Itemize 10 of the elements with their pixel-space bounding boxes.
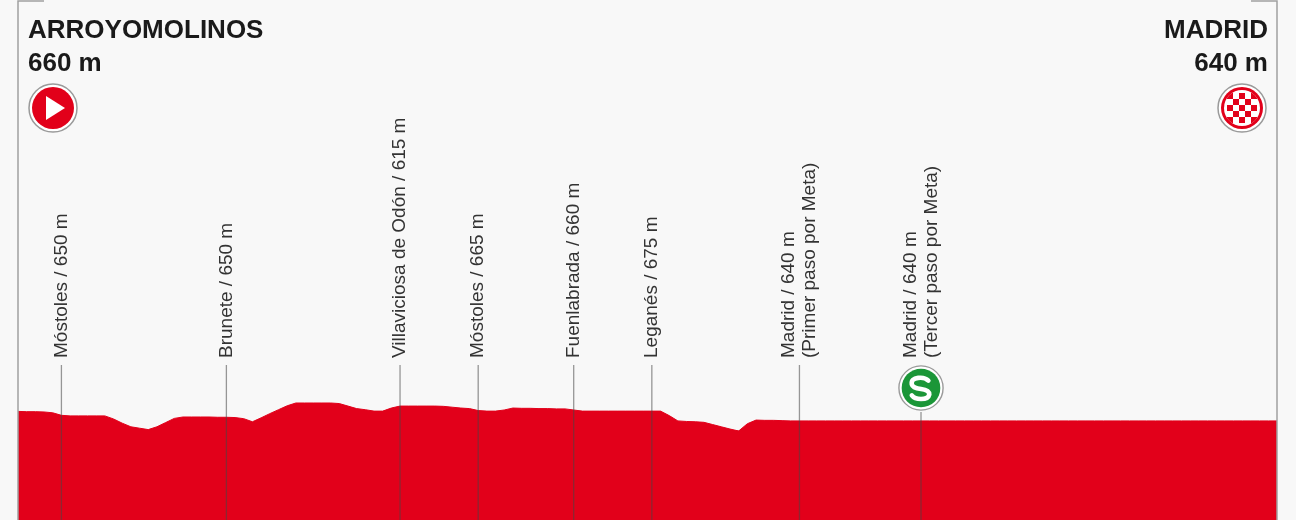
text: MADRID 640 m <box>1164 14 1268 77</box>
x-tick-label: Madrid / 640 m (Primer paso por Meta) <box>777 162 820 358</box>
x-tick-label: Villaviciosa de Odón / 615 m <box>388 117 410 358</box>
x-tick-label: Móstoles / 650 m <box>49 213 71 358</box>
x-tick-label: Fuenlabrada / 660 m <box>561 182 583 358</box>
x-tick-label: Móstoles / 665 m <box>466 213 488 358</box>
x-tick-label: Madrid / 640 m (Tercer paso por Meta) <box>898 165 941 358</box>
x-tick-label: Leganés / 675 m <box>640 216 662 358</box>
text: ARROYOMOLINOS 660 m <box>28 14 264 77</box>
x-tick-label: Brunete / 650 m <box>214 222 236 358</box>
